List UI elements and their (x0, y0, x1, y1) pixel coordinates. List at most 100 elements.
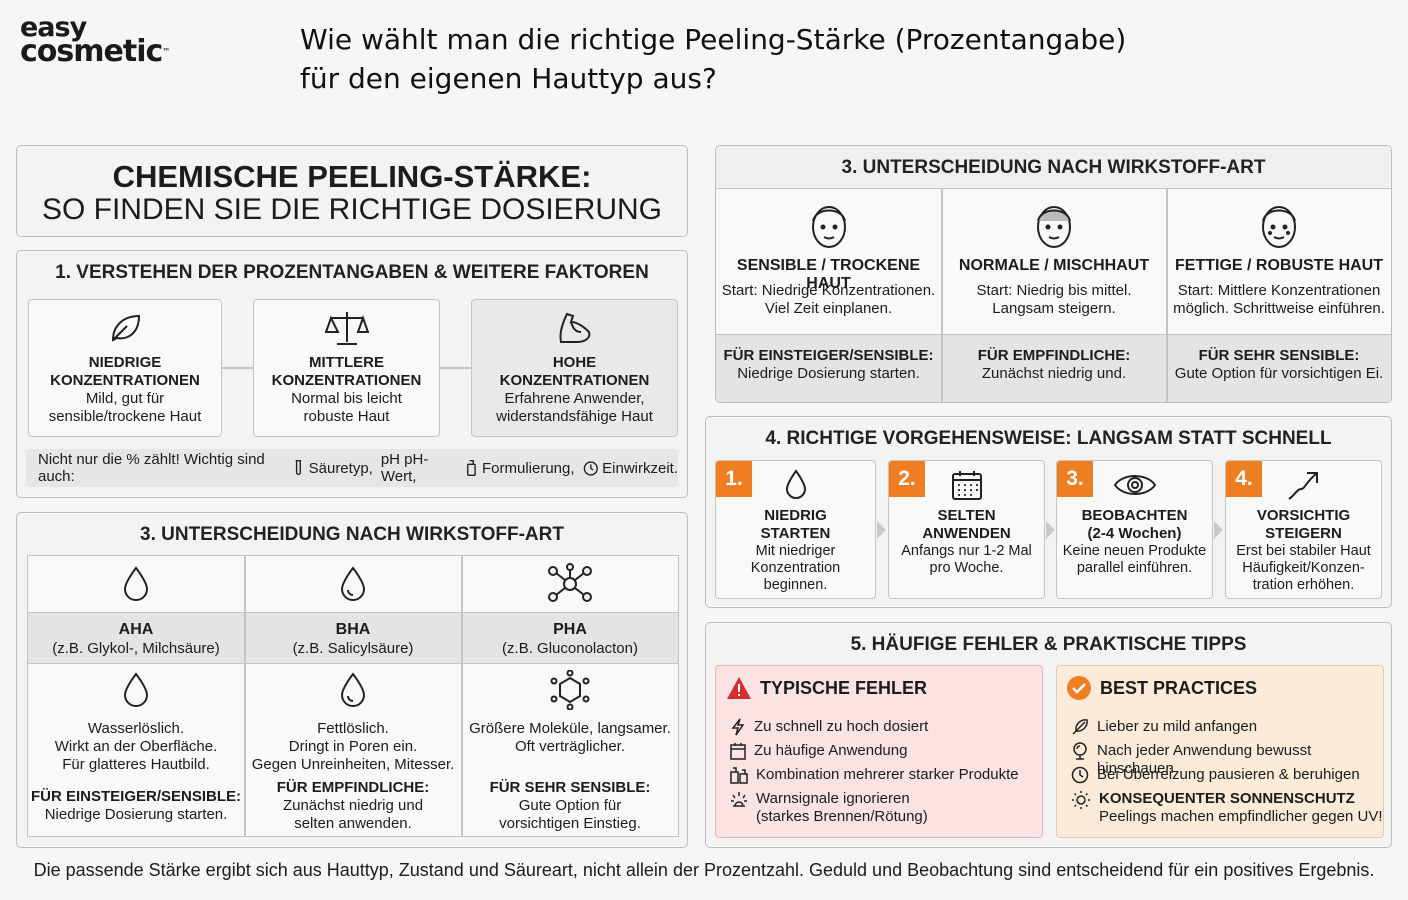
concentration-mid-card: MITTLERE KONZENTRATIONEN Normal bis leic… (253, 299, 440, 437)
acid-example: (z.B. Gluconolacton) (502, 640, 638, 657)
card-title: KONZENTRATIONEN (50, 372, 200, 389)
step-desc: parallel einführen. (1076, 560, 1193, 576)
skin-rec: Niedrige Dosierung starten. (737, 365, 920, 382)
acid-column-aha: AHA (z.B. Glykol-, Milchsäure) Wasserlös… (28, 556, 244, 836)
error-item: Zu häufige Anwendung (730, 742, 907, 760)
skin-title: NORMALE / MISCHHAUT (958, 257, 1150, 274)
chevron-right-icon (877, 521, 886, 539)
skin-desc: Langsam steigern. (992, 300, 1116, 317)
warning-icon (727, 677, 751, 699)
error-item: Warnsignale ignorieren (starkes Brennen/… (730, 790, 928, 826)
skin-title: SENSIBLE / TROCKENE HAUT (736, 257, 921, 292)
step-desc: Mit niedriger (755, 543, 836, 559)
card-title: NIEDRIGE (88, 354, 162, 371)
card-desc: Mild, gut für (85, 390, 165, 407)
factor-formulation: Formulierung, (482, 459, 575, 477)
footer-note: Die passende Stärke ergibt sich aus Haut… (33, 860, 1375, 880)
factors-lead: Nicht nur die % zählt! Wichtig sind auch… (38, 451, 265, 485)
acid-rec: vorsichtigen Einstieg. (499, 815, 641, 832)
face-icon (811, 206, 846, 248)
skin-desc: Viel Zeit einplanen. (764, 300, 893, 317)
card-desc: robuste Haut (303, 408, 390, 425)
skin-title: FETTIGE / ROBUSTE HAUT (1175, 257, 1383, 274)
skin-desc: Start: Mittlere Konzentrationen (1177, 282, 1381, 299)
molecule-icon (550, 670, 590, 710)
best-practices-card: BEST PRACTICES Lieber zu mild anfangen N… (1056, 665, 1384, 838)
acid-rec-title: FÜR SEHR SENSIBLE: (489, 779, 651, 796)
step-title: STARTEN (760, 525, 831, 542)
card-desc: sensible/trockene Haut (48, 408, 202, 425)
clock-icon (1071, 766, 1089, 784)
section-title: 3. UNTERSCHEIDUNG NACH WIRKSTOFF-ART (841, 157, 1266, 178)
face-icon (1262, 206, 1296, 248)
drop-icon (123, 672, 149, 707)
acid-rec: Niedrige Dosierung starten. (44, 806, 228, 823)
trend-up-icon (1287, 472, 1318, 500)
card-desc: widerstandsfähige Haut (496, 408, 653, 425)
acid-example: (z.B. Glykol-, Milchsäure) (52, 640, 220, 657)
step-title: SELTEN (937, 507, 996, 524)
leaf-icon (111, 314, 141, 342)
acid-name: AHA (118, 621, 154, 638)
step-desc: beginnen. (763, 577, 828, 593)
acid-desc: Größere Moleküle, langsamer. (469, 720, 671, 737)
acid-column-bha: BHA (z.B. Salicylsäure) Fettlöslich. Dri… (245, 556, 461, 836)
factor-ph: pH pH-Wert, (380, 451, 429, 485)
step-title: (2-4 Wochen) (1087, 525, 1182, 542)
drop-icon (785, 469, 806, 499)
section-title: 3. UNTERSCHEIDUNG NACH WIRKSTOFF-ART (140, 524, 564, 545)
skin-desc: Start: Niedrige Konzentrationen. (721, 282, 936, 299)
bottles-icon (730, 767, 748, 784)
skin-rec-title: FÜR EINSTEIGER/SENSIBLE: (723, 347, 934, 364)
section-title: 1. VERSTEHEN DER PROZENTANGABEN & WEITER… (55, 262, 649, 283)
calendar-icon (951, 471, 982, 500)
step-desc: Konzentration (750, 560, 841, 576)
lightning-icon (731, 718, 745, 736)
error-item: Zu schnell zu hoch dosiert (730, 718, 928, 736)
skin-rec-title: FÜR SEHR SENSIBLE: (1198, 347, 1360, 364)
logo-line2: cosmetic™ (20, 34, 170, 69)
bottle-icon (467, 459, 476, 477)
step-title: STEIGERN (1265, 525, 1342, 542)
step-desc: Anfangs nur 1-2 Mal (901, 543, 1032, 559)
drop-icon (340, 672, 366, 707)
page-headline: Wie wählt man die richtige Peeling-Stärk… (300, 20, 1300, 98)
errors-title: TYPISCHE FEHLER (760, 677, 928, 698)
acid-desc: Fettlöslich. (317, 720, 389, 737)
best-item: Bei Überreizung pausieren & beruhigen (1071, 766, 1360, 784)
skin-column-normal: NORMALE / MISCHHAUT Start: Niedrig bis m… (942, 189, 1166, 402)
card-title: MITTLERE (309, 354, 384, 371)
section-tips: 5. HÄUFIGE FEHLER & PRAKTISCHE TIPPS TYP… (705, 622, 1392, 848)
step-desc: Erst bei stabiler Haut (1236, 543, 1371, 559)
acid-desc: Wirkt an der Oberfläche. (54, 738, 218, 755)
best-item: Lieber zu mild anfangen (1071, 718, 1257, 736)
clock-icon (583, 460, 598, 476)
eye-icon (1113, 475, 1156, 495)
calendar-icon (730, 743, 746, 760)
section-skin-types: 3. UNTERSCHEIDUNG NACH WIRKSTOFF-ART SEN… (715, 145, 1392, 403)
concentration-low-card: NIEDRIGE KONZENTRATIONEN Mild, gut für s… (28, 299, 222, 437)
step-desc: Häufigkeit/Konzen- (1242, 560, 1365, 576)
step-title: NIEDRIG (764, 507, 827, 524)
step-desc: pro Woche. (929, 560, 1004, 576)
skin-column-sensitive: SENSIBLE / TROCKENE HAUT Start: Niedrige… (716, 189, 941, 402)
concentration-high-card: HOHE KONZENTRATIONEN Erfahrene Anwender,… (471, 299, 678, 437)
card-desc: Normal bis leicht (291, 390, 402, 407)
chevron-right-icon (1214, 521, 1223, 539)
intro-title: CHEMISCHE PEELING-STÄRKE: (112, 159, 592, 194)
skin-desc: möglich. Schrittweise einführen. (1173, 300, 1385, 317)
acid-rec-title: FÜR EMPFINDLICHE: (276, 779, 430, 796)
step-number: 1. (716, 461, 752, 497)
skin-column-oily: FETTIGE / ROBUSTE HAUT Start: Mittlere K… (1167, 189, 1391, 402)
section-title: 4. RICHTIGE VORGEHENSWEISE: LANGSAM STAT… (765, 428, 1332, 449)
step-card-2: 2. SELTEN ANWENDEN Anfangs nur 1-2 Mal p… (888, 460, 1045, 599)
step-title: BEOBACHTEN (1081, 507, 1188, 524)
factor-acid-type: Säuretyp, (308, 459, 373, 477)
card-desc: Erfahrene Anwender, (504, 390, 645, 407)
factor-time: Einwirkzeit. (602, 459, 679, 477)
acid-desc: Oft verträglicher. (514, 738, 626, 755)
section-acid-types: 3. UNTERSCHEIDUNG NACH WIRKSTOFF-ART AHA… (16, 512, 688, 848)
skin-rec: Zunächst niedrig und. (981, 365, 1127, 382)
headline-line1: Wie wählt man die richtige Peeling-Stärk… (300, 23, 1127, 56)
step-desc: tration erhöhen. (1252, 577, 1355, 593)
